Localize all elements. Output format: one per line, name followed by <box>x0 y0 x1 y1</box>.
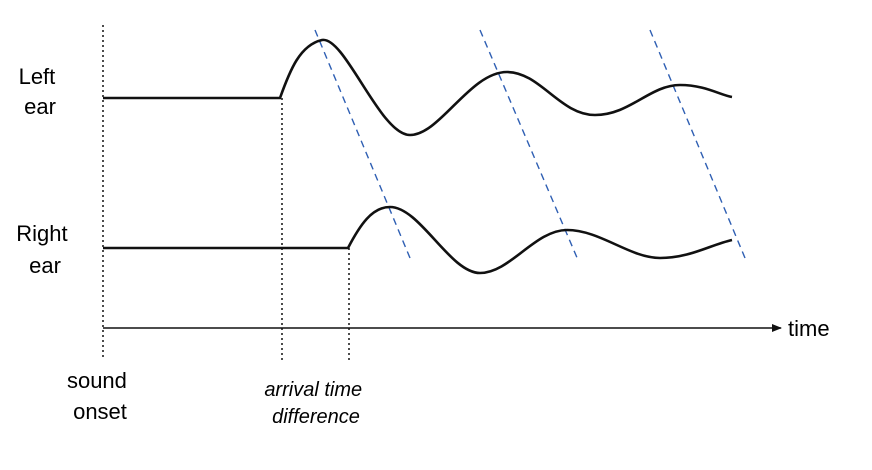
arrival-time-difference-label: arrival time difference <box>264 379 367 428</box>
time-label: time <box>788 316 830 341</box>
right-ear-wave <box>103 205 733 275</box>
label-line: ear <box>29 253 61 278</box>
phase-line <box>649 29 746 259</box>
label-line: onset <box>73 399 127 424</box>
label-line: sound <box>67 368 127 393</box>
left-ear-wave <box>103 38 733 137</box>
label-line: difference <box>272 406 360 428</box>
label-line: Left <box>19 64 56 89</box>
right-ear-label: Right ear <box>16 221 73 278</box>
label-line: arrival time <box>264 379 362 401</box>
label-line: Right <box>16 221 67 246</box>
phase-line <box>314 29 411 259</box>
sound-onset-label: sound onset <box>67 368 133 424</box>
left-ear-label: Left ear <box>19 64 62 119</box>
label-line: ear <box>24 94 56 119</box>
phase-line <box>479 29 579 261</box>
